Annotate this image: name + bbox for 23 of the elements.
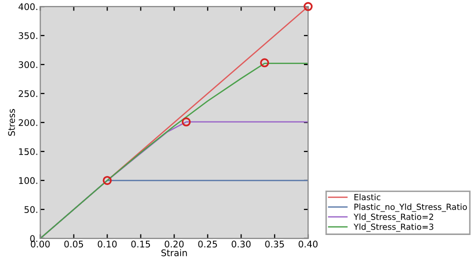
- y-tick-label: 250.: [18, 90, 38, 98]
- x-tick-label: 0.35: [265, 240, 284, 248]
- legend-label: Plastic_no_Yld_Stress_Ratio: [354, 204, 467, 212]
- y-tick-label: 350.: [18, 32, 38, 40]
- legend-label: Elastic: [354, 194, 380, 200]
- x-tick-label: 0.15: [131, 240, 150, 248]
- x-axis-title: Strain: [161, 249, 187, 256]
- x-tick-label: 0.05: [64, 240, 84, 248]
- y-tick-label: 400.: [18, 3, 38, 10]
- x-tick-label: 0.25: [198, 240, 217, 248]
- x-tick-label: 0.00: [30, 240, 50, 248]
- x-tick-label: 0.40: [298, 240, 318, 248]
- x-tick-label: 0.10: [98, 240, 117, 248]
- y-axis-title: Stress: [8, 109, 15, 136]
- y-tick-label: 300.: [18, 61, 38, 68]
- y-tick-label: 150.: [19, 148, 38, 156]
- x-tick-label: 0.30: [232, 240, 251, 248]
- x-tick-label: 0.20: [164, 240, 184, 248]
- legend-label: Yld_Stress_Ratio=3: [354, 223, 434, 232]
- y-tick-label: 200.: [18, 119, 38, 126]
- y-tick-label: 50.: [24, 206, 38, 213]
- y-tick-label: 100.: [19, 177, 38, 184]
- legend-label: Yld_Stress_Ratio=2: [354, 213, 434, 222]
